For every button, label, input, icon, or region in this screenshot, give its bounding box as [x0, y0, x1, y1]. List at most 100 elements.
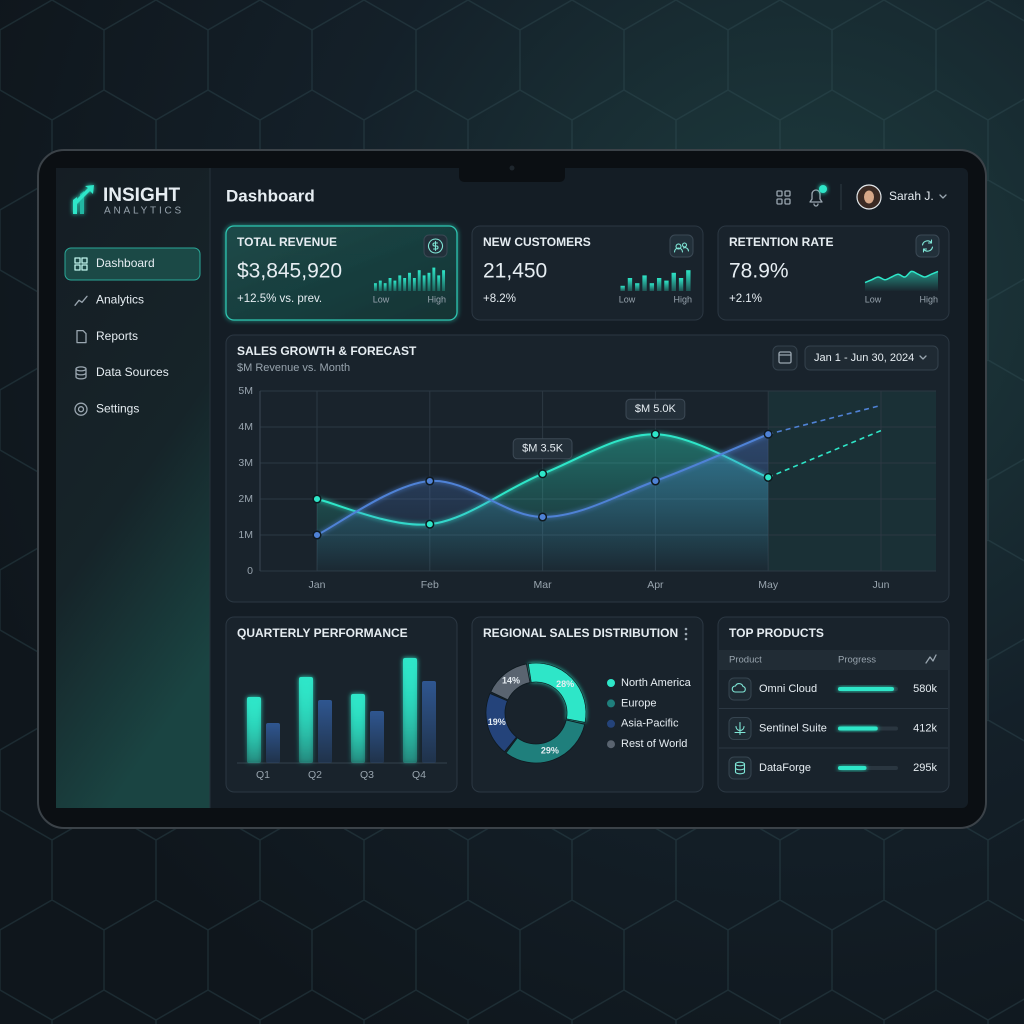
user-name[interactable]: Sarah J. — [889, 189, 934, 203]
nav-icon[interactable] — [74, 402, 88, 416]
nav-item[interactable]: Dashboard — [96, 256, 155, 270]
avatar[interactable] — [856, 184, 882, 210]
bar — [370, 711, 384, 763]
kpi-card — [717, 225, 950, 321]
donut-segment — [485, 693, 518, 753]
kpi-card — [225, 225, 458, 321]
kpi-change: +2.1% — [729, 293, 762, 305]
sparkline-bar — [373, 283, 377, 291]
user-menu-chevron[interactable] — [939, 194, 947, 199]
sparkline-bar — [427, 272, 431, 291]
sparkline-bar — [383, 283, 387, 291]
sparkline-bar — [417, 270, 421, 291]
tooltip-text: $M 5.0K — [635, 403, 677, 415]
nav-item[interactable]: Settings — [96, 401, 139, 415]
kpi-icon — [673, 242, 690, 253]
x-tick-label: Mar — [534, 579, 553, 591]
date-range-picker[interactable] — [804, 345, 939, 371]
sparkline-bar — [678, 278, 684, 291]
sparkline-bar — [378, 280, 382, 291]
nav-active-bg[interactable] — [64, 247, 201, 281]
legend-label: Asia-Pacific — [621, 718, 679, 730]
data-point — [650, 429, 660, 439]
sparkline-bar — [671, 272, 676, 291]
data-point — [763, 429, 773, 439]
dynamic-layer: Dashboard Analytics Reports Data Sources Set… — [64, 225, 950, 781]
bar — [422, 681, 436, 763]
forecast-region — [768, 391, 936, 571]
progress-bar — [838, 726, 878, 731]
kpi-title: NEW CUSTOMERS — [483, 235, 591, 249]
donut-segment — [527, 662, 587, 723]
notification-button[interactable] — [809, 185, 827, 207]
product-name: Sentinel Suite — [759, 722, 827, 734]
nav-icon[interactable] — [74, 257, 88, 271]
camera — [509, 165, 515, 171]
product-value: 412k — [913, 722, 937, 734]
date-range-chevron[interactable] — [919, 355, 927, 360]
kpi-icon — [427, 238, 444, 254]
page-title: Dashboard — [226, 186, 315, 205]
date-range[interactable]: Jan 1 - Jun 30, 2024 — [814, 352, 914, 364]
sparkline-bar — [627, 278, 633, 291]
data-point — [425, 519, 435, 529]
bar — [318, 700, 332, 763]
nav-icon[interactable] — [76, 329, 87, 344]
y-tick-label: 5M — [238, 385, 253, 397]
sparkline-bar — [388, 278, 392, 291]
kpi-change: +12.5% vs. prev. — [237, 293, 322, 305]
product-value: 295k — [913, 762, 937, 774]
donut-segment — [505, 719, 586, 764]
brand-tagline: ANALYTICS — [104, 206, 184, 217]
kpi-value: 21,450 — [483, 260, 547, 283]
sparkline-low-label: Low — [865, 294, 882, 304]
sparkline-bar — [442, 270, 446, 291]
quarterly-card — [225, 616, 458, 793]
product-value: 580k — [913, 683, 937, 695]
legend-label: Rest of World — [621, 738, 687, 750]
kpi-value: $3,845,920 — [237, 260, 342, 283]
x-tick-label: Apr — [647, 579, 664, 591]
column-header: Product — [729, 655, 762, 666]
regional-title: REGIONAL SALES DISTRIBUTION — [483, 626, 678, 640]
kpi-title: RETENTION RATE — [729, 235, 833, 249]
notch — [459, 168, 565, 182]
product-name: Omni Cloud — [759, 683, 817, 695]
chart-subtitle: $M Revenue vs. Month — [237, 362, 350, 374]
y-tick-label: 3M — [238, 457, 253, 469]
sparkline-bar — [422, 275, 426, 291]
product-icon — [731, 683, 746, 693]
nav-item[interactable]: Data Sources — [96, 365, 169, 379]
bar — [299, 677, 313, 763]
sparkline-bar — [664, 280, 669, 291]
progress-bar — [838, 766, 867, 770]
legend-label: Europe — [621, 697, 656, 709]
legend-swatch — [607, 719, 615, 728]
more-menu[interactable] — [684, 627, 688, 641]
forecast-line — [768, 404, 882, 435]
nav-icon[interactable] — [75, 366, 87, 380]
sparkline-bar — [686, 270, 691, 291]
logo-icon — [73, 185, 94, 214]
nav-icon[interactable] — [74, 295, 88, 306]
sparkline-bar — [635, 283, 640, 291]
y-tick-label: 1M — [238, 529, 253, 541]
tooltip-box — [512, 438, 573, 460]
sparkline-area — [865, 271, 938, 291]
x-tick-label: Jan — [309, 579, 326, 591]
nav-item[interactable]: Reports — [96, 329, 138, 343]
chart-title: SALES GROWTH & FORECAST — [237, 344, 417, 358]
grid-button[interactable] — [776, 190, 791, 205]
kpi-value: 78.9% — [729, 260, 789, 283]
nav-item[interactable]: Analytics — [96, 292, 144, 306]
kpi-icon — [921, 239, 934, 253]
calendar-button[interactable] — [772, 345, 798, 371]
legend-swatch — [607, 679, 615, 687]
kpi-card — [471, 225, 704, 321]
product-name: DataForge — [759, 762, 811, 774]
x-tick-label: Q2 — [308, 769, 322, 781]
sparkline-high-label: High — [427, 294, 446, 304]
tooltip-text: $M 3.5K — [522, 443, 564, 455]
product-icon — [734, 761, 746, 775]
sparkline-bar — [408, 272, 411, 291]
